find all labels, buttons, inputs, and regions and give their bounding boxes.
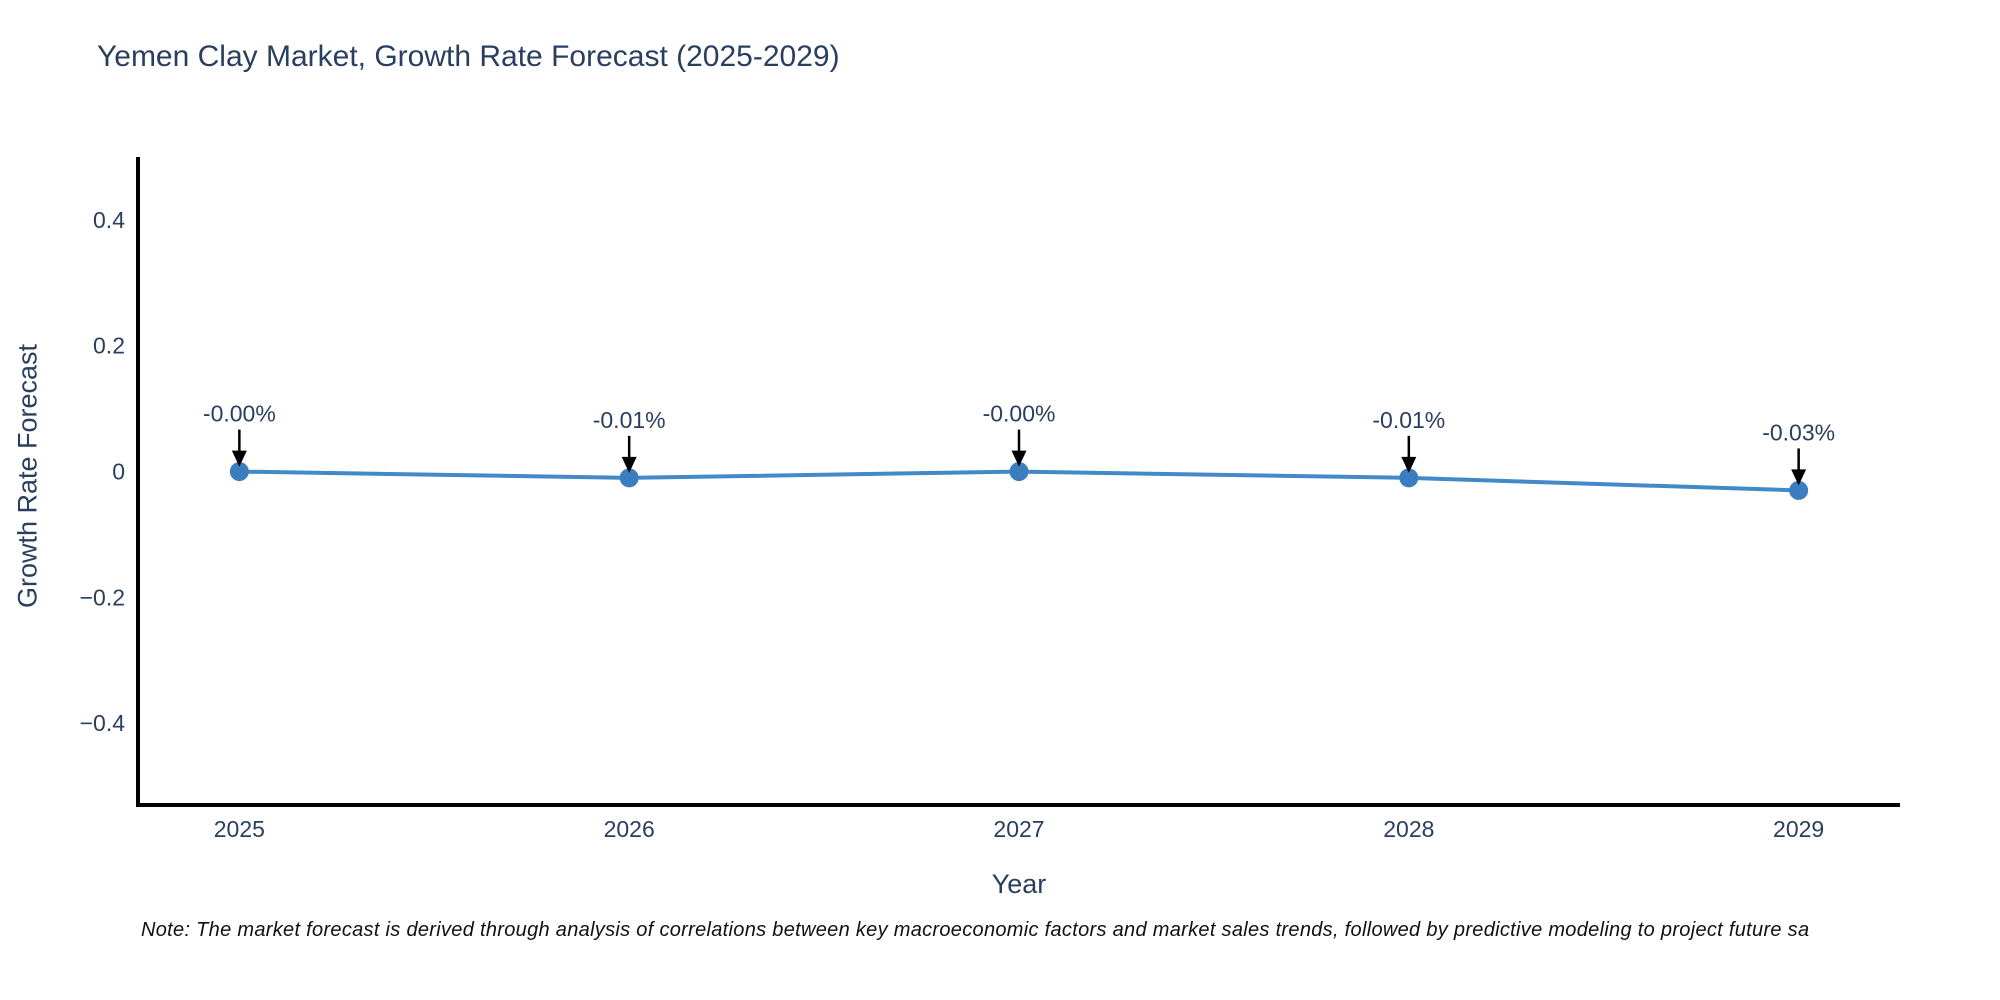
annotation-arrowhead [231,450,247,467]
x-tick-label: 2028 [1383,816,1434,842]
data-point-marker [229,462,249,482]
chart-title: Yemen Clay Market, Growth Rate Forecast … [97,40,840,73]
y-tick-label: −0.4 [80,710,126,736]
annotation-label: -0.01% [593,407,666,433]
axis-lines [136,157,1900,807]
x-axis-title: Year [991,869,1047,899]
y-axis-title: Growth Rate Forecast [12,343,43,609]
y-tick-label: 0.2 [93,333,125,359]
annotation-arrowhead [1401,456,1417,473]
data-point-marker [1399,468,1419,488]
x-tick-label: 2026 [604,816,655,842]
footnote: Note: The market forecast is derived thr… [141,919,1810,941]
annotation-arrowhead [1011,450,1027,467]
data-point-marker [619,468,639,488]
y-tick-label: 0.4 [93,207,125,233]
x-tick-label: 2029 [1773,816,1824,842]
annotation-label: -0.00% [983,401,1056,427]
y-tick-label: 0 [112,459,125,485]
x-tick-label: 2025 [214,816,265,842]
annotation-arrowhead [1791,469,1807,486]
annotation-label: -0.00% [203,401,276,427]
x-tick-label: 2027 [993,816,1044,842]
annotation-label: -0.03% [1762,419,1835,445]
y-tick-label: −0.2 [80,584,125,610]
annotation-label: -0.01% [1372,407,1445,433]
data-point-marker [1009,462,1029,482]
annotation-arrowhead [621,456,637,473]
data-point-marker [1789,480,1809,500]
